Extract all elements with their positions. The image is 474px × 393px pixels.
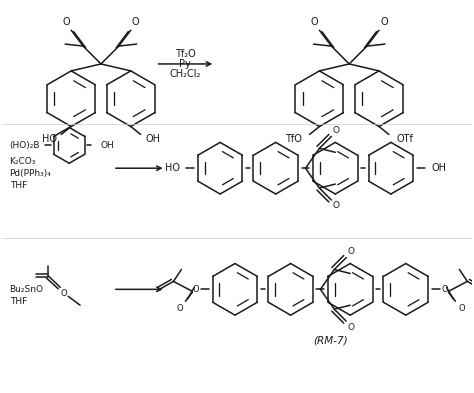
- Text: O: O: [310, 17, 318, 27]
- Text: OTf: OTf: [396, 134, 413, 144]
- Text: O: O: [348, 247, 355, 256]
- Text: THF: THF: [9, 180, 27, 189]
- Text: OH: OH: [101, 141, 115, 150]
- Text: O: O: [63, 17, 70, 27]
- Text: HO: HO: [165, 163, 180, 173]
- Text: O: O: [132, 17, 139, 27]
- Text: THF: THF: [9, 297, 27, 306]
- Text: O: O: [458, 304, 465, 313]
- Text: HO: HO: [42, 134, 57, 144]
- Text: O: O: [61, 289, 67, 298]
- Text: K₂CO₃: K₂CO₃: [9, 157, 36, 166]
- Text: (HO)₂B: (HO)₂B: [9, 141, 40, 150]
- Text: Py: Py: [180, 59, 191, 69]
- Text: O: O: [193, 285, 200, 294]
- Text: CH₂Cl₂: CH₂Cl₂: [170, 69, 201, 79]
- Text: O: O: [348, 323, 355, 332]
- Text: O: O: [333, 126, 340, 135]
- Text: O: O: [380, 17, 388, 27]
- Text: Bu₂SnO: Bu₂SnO: [9, 285, 44, 294]
- Text: (RM-7): (RM-7): [313, 336, 347, 346]
- Text: O: O: [333, 202, 340, 210]
- Text: OH: OH: [431, 163, 446, 173]
- Text: Tf₂O: Tf₂O: [175, 49, 196, 59]
- Text: O: O: [441, 285, 448, 294]
- Text: Pd(PPh₃)₄: Pd(PPh₃)₄: [9, 169, 52, 178]
- Text: O: O: [176, 304, 182, 313]
- Text: TfO: TfO: [285, 134, 302, 144]
- Text: OH: OH: [145, 134, 160, 144]
